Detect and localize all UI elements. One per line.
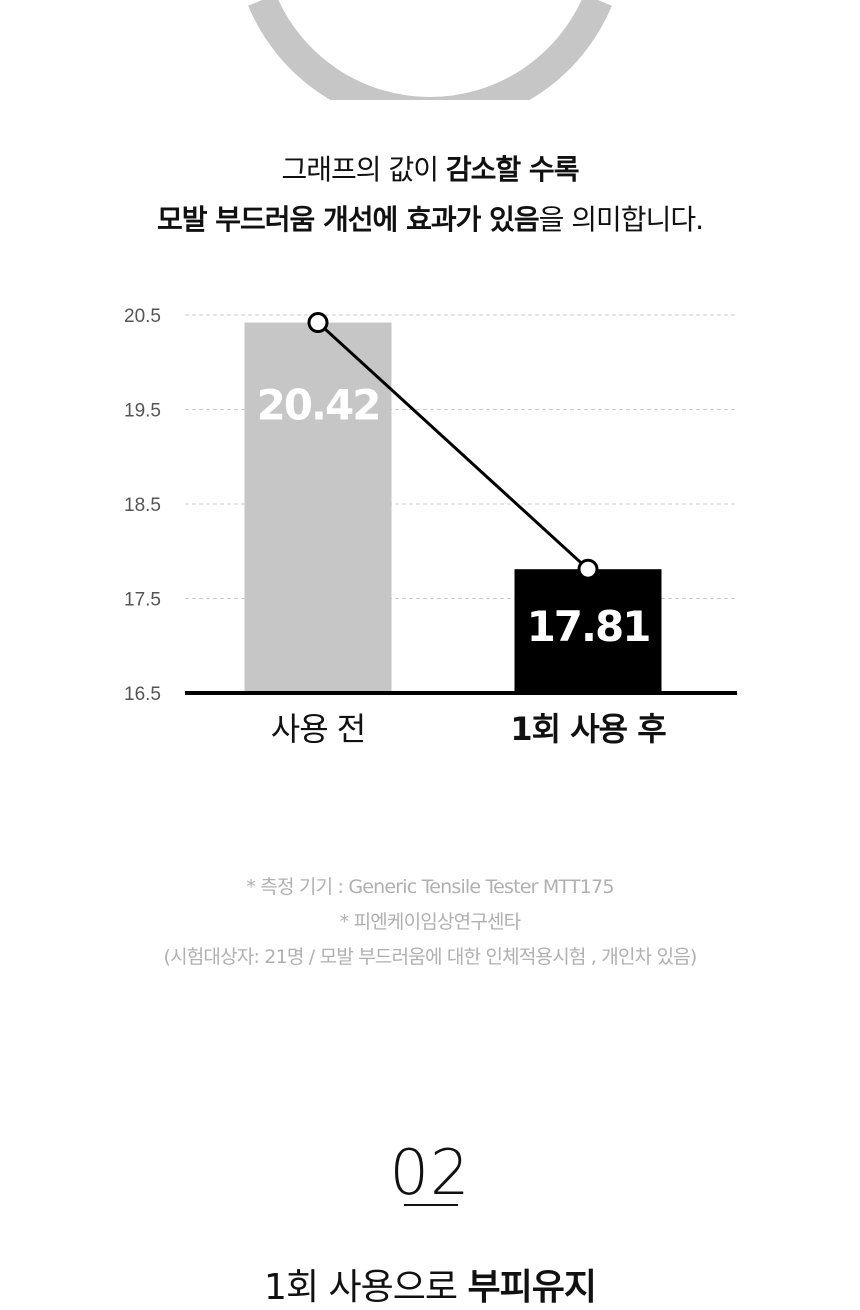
section-number: 02 [389,1136,471,1209]
bar-chart: 20.5 19.5 18.5 17.5 16.5 20.42 17.81 사용 전 1회 사… [124,306,737,748]
headline-line-2-bold: 모발 부드러움 개선에 효과가 있음 [156,203,540,236]
category-label-after: 1회 사용 후 [510,710,666,748]
y-tick-label: 17.5 [124,590,161,611]
bar-before-use [244,322,392,693]
section-number-underline [404,1204,458,1206]
next-section-heading: 1회 사용으로 부피유지 [0,1258,860,1310]
trend-line [307,312,599,580]
headline-line-1-light: 그래프의 값이 [281,153,446,186]
trend-point-before [307,312,329,334]
bars [244,322,662,693]
next-heading-light: 1회 사용으로 [264,1267,468,1308]
value-label-before: 20.42 [257,381,380,430]
headline-line-1-bold: 감소할 수록 [445,153,580,186]
bar-value-labels: 20.42 17.81 [257,381,652,652]
y-tick-label: 16.5 [124,684,161,705]
category-labels: 사용 전 1회 사용 후 [271,710,667,748]
headline-line-2: 모발 부드러움 개선에 효과가 있음을 의미합니다. [0,198,860,238]
headline-line-1: 그래프의 값이 감소할 수록 [0,148,860,188]
trend-point-after [577,558,599,580]
value-label-after: 17.81 [527,602,650,651]
y-tick-label: 20.5 [124,306,161,327]
decorative-ring-arc [248,0,612,100]
y-tick-label: 18.5 [124,495,161,516]
note-measurement-device: * 측정 기기 : Generic Tensile Tester MTT175 [246,876,614,898]
category-label-before: 사용 전 [271,710,366,748]
trend-line-segment [316,321,590,571]
y-axis-ticks: 20.5 19.5 18.5 17.5 16.5 [124,306,161,705]
note-test-subjects: (시험대상자: 21명 / 모발 부드러움에 대한 인체적용시험 , 개인차 있… [163,946,697,968]
bar-after-use [514,569,662,693]
next-heading-bold: 부피유지 [467,1267,596,1308]
headline-line-2-light: 을 의미합니다. [538,203,704,236]
note-research-center: * 피엔케이임상연구센타 [339,911,522,933]
y-tick-label: 19.5 [124,401,161,422]
